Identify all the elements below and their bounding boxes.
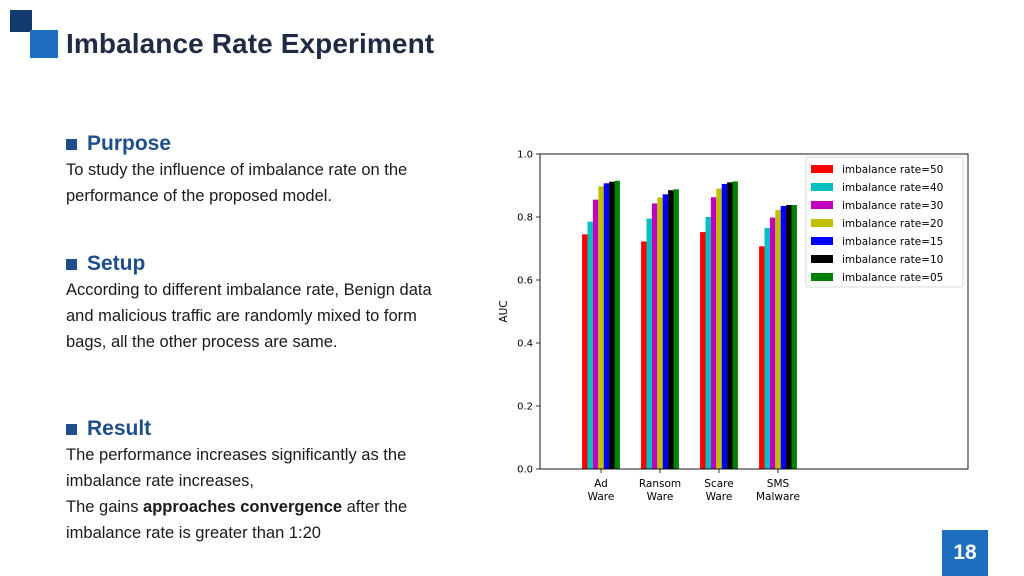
x-tick-label: Ware [588,491,615,503]
bar [651,203,658,469]
y-tick-label: 0.0 [517,465,533,476]
legend-label: imbalance rate=50 [842,164,943,176]
result-heading: Result [87,417,152,440]
legend-label: imbalance rate=20 [842,218,943,230]
legend-label: imbalance rate=30 [842,200,943,212]
legend-swatch [811,201,833,209]
purpose-line-1: To study the influence of imbalance rate… [66,161,408,179]
result-section: Result The performance increases signifi… [66,416,486,546]
legend-label: imbalance rate=05 [842,272,943,284]
x-tick-label: Ad [594,478,608,490]
x-tick-label: Ware [706,491,733,503]
page-number: 18 [942,530,988,576]
bar [710,197,717,469]
bullet-square-icon [66,423,77,435]
bar [775,210,781,469]
bar [769,217,776,469]
bar [727,182,733,469]
y-axis-label: AUC [498,300,510,322]
x-tick-label: Ware [647,491,674,503]
slide-title: Imbalance Rate Experiment [66,28,435,59]
x-tick-label: Malware [756,491,800,503]
bar [786,205,792,469]
y-tick-label: 0.8 [517,213,533,224]
result-line-2: imbalance rate increases, [66,472,255,490]
bar [764,228,770,469]
setup-line-1: According to different imbalance rate, B… [66,281,432,299]
bar [716,188,722,469]
purpose-text: To study the influence of imbalance rate… [66,157,486,209]
result-line-3: The gains approaches convergence after t… [66,494,486,520]
legend-swatch [811,183,833,191]
legend-swatch [811,237,833,245]
bar [603,183,610,470]
bar [673,189,679,469]
bullet-square-icon [66,138,77,150]
legend-label: imbalance rate=40 [842,182,943,194]
bar [646,218,652,469]
setup-text: According to different imbalance rate, B… [66,277,486,355]
bar [732,181,738,469]
y-tick-label: 0.4 [517,339,533,350]
bar [657,197,663,469]
legend-label: imbalance rate=10 [842,254,943,266]
purpose-line-2: performance of the proposed model. [66,187,332,205]
y-tick-label: 1.0 [517,150,533,161]
y-tick-label: 0.2 [517,402,533,413]
bar [609,181,615,469]
setup-section: Setup According to different imbalance r… [66,251,486,355]
legend-swatch [811,273,833,281]
bar [614,180,620,469]
result-line-3-start: The gains [66,498,144,516]
logo-square-dark [10,10,32,32]
bar [759,246,765,469]
plot-frame [539,153,969,470]
result-text: The performance increases significantly … [66,442,486,546]
y-tick-label: 0.6 [517,276,533,287]
x-tick-label: Ransom [639,478,681,490]
purpose-section: Purpose To study the influence of imbala… [66,131,486,209]
bar [721,183,728,470]
result-emphasis: approaches convergence [143,498,343,516]
setup-heading: Setup [87,252,146,275]
legend-swatch [811,165,833,173]
bar [700,232,706,469]
bar [791,205,797,469]
result-line-1: The performance increases significantly … [66,446,407,464]
setup-line-3: bags, all the other process are same. [66,333,338,351]
logo-square-blue [30,30,58,58]
legend-swatch [811,255,833,263]
bar [598,186,604,469]
bar [641,241,647,469]
bar [780,205,787,469]
bar [587,221,593,469]
result-line-4: imbalance rate is greater than 1:20 [66,524,321,542]
bar [705,217,711,469]
legend-swatch [811,219,833,227]
bar [662,194,669,469]
result-line-3-end: after the [342,498,408,516]
bar [668,190,674,469]
bar [582,234,588,469]
auc-bar-chart: AUC0.00.20.40.60.81.0AdWareRansomWareSca… [498,150,969,503]
setup-line-2: and malicious traffic are randomly mixed… [66,307,417,325]
legend-box [805,156,964,288]
purpose-heading: Purpose [87,132,172,155]
x-tick-label: SMS [767,478,790,490]
x-tick-label: Scare [704,478,733,490]
legend-label: imbalance rate=15 [842,236,943,248]
bar [592,199,599,470]
bullet-square-icon [66,258,77,270]
